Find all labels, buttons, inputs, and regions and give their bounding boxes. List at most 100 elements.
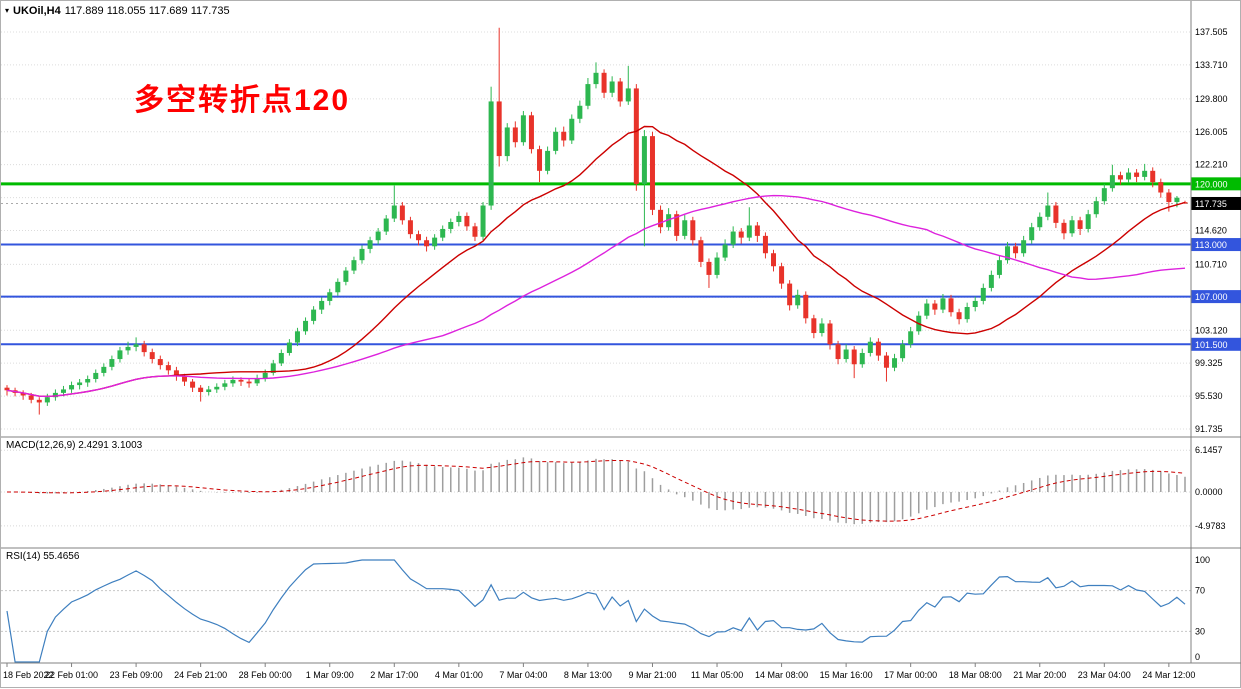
candle-body <box>795 294 801 306</box>
time-label: 14 Mar 08:00 <box>755 670 808 680</box>
candle-body <box>730 231 736 245</box>
candlestick-series <box>4 27 1188 415</box>
candle-body <box>762 235 768 254</box>
candle-body <box>924 303 930 316</box>
candle-body <box>577 105 583 119</box>
candle-body <box>803 294 809 319</box>
candle-body <box>972 300 978 308</box>
candle-body <box>303 320 309 332</box>
candle-body <box>52 392 58 398</box>
time-label: 7 Mar 04:00 <box>499 670 547 680</box>
candle-body <box>892 358 898 368</box>
price-tick-label: 99.325 <box>1195 358 1223 368</box>
candle-body <box>198 387 204 393</box>
candle-body <box>77 382 83 386</box>
candle-body <box>1069 220 1075 234</box>
candle-body <box>464 215 470 227</box>
rsi-tick-label: 30 <box>1195 626 1205 636</box>
panel-borders <box>1 1 1241 664</box>
candle-body <box>1150 170 1156 183</box>
candle-body <box>851 349 857 365</box>
candle-body <box>69 385 75 390</box>
candle-body <box>682 220 688 236</box>
macd-tick-label: -4.9783 <box>1195 521 1226 531</box>
macd-tick-label: 6.1457 <box>1195 445 1223 455</box>
candle-body <box>948 298 954 313</box>
time-label: 15 Mar 16:00 <box>820 670 873 680</box>
time-label: 21 Mar 20:00 <box>1013 670 1066 680</box>
candle-body <box>512 127 518 143</box>
ma-magenta-line <box>6 194 1186 398</box>
candle-body <box>835 344 841 360</box>
candle-body <box>432 237 438 247</box>
candle-body <box>1021 240 1027 254</box>
candle-body <box>472 226 478 237</box>
candle-body <box>722 244 728 258</box>
price-tick-label: 95.530 <box>1195 391 1223 401</box>
candle-body <box>399 205 405 221</box>
candle-body <box>85 379 91 383</box>
candle-body <box>157 359 163 366</box>
candle-body <box>335 281 341 293</box>
macd-signal-line <box>7 460 1186 522</box>
candle-body <box>1085 214 1091 229</box>
candle-body <box>1053 205 1059 223</box>
candle-body <box>383 218 389 232</box>
price-tag-label: 117.735 <box>1195 199 1227 209</box>
candle-body <box>343 270 349 282</box>
price-axis-labels: 137.505 133.710 129.800 126.005 122.210 114.6… <box>1195 27 1228 434</box>
candle-body <box>738 231 744 238</box>
candle-body <box>843 349 849 360</box>
rsi-indicator-label: RSI(14) 55.4656 <box>6 551 80 562</box>
candle-body <box>827 323 833 345</box>
candle-body <box>1117 175 1123 180</box>
candle-body <box>311 309 317 321</box>
price-tag <box>1191 196 1241 210</box>
rsi-panel: 100 70 30 0 <box>1 555 1210 663</box>
candle-body <box>286 342 292 353</box>
candle-body <box>964 307 970 320</box>
time-label: 24 Mar 12:00 <box>1142 670 1195 680</box>
candle-body <box>1174 197 1180 203</box>
candle-body <box>859 352 865 365</box>
candle-body <box>246 381 252 384</box>
symbol-marker-icon: ▾ <box>5 6 10 15</box>
rsi-tick-label: 0 <box>1195 652 1200 662</box>
price-tag <box>1191 238 1241 252</box>
candle-body <box>609 81 615 93</box>
time-label: 22 Feb 01:00 <box>45 670 98 680</box>
candle-body <box>528 115 534 150</box>
candle-body <box>440 228 446 238</box>
rsi-tick-label: 70 <box>1195 586 1205 596</box>
rsi-line <box>6 559 1186 663</box>
candle-body <box>641 136 647 184</box>
ma-red-line <box>6 125 1186 398</box>
candle-body <box>254 378 260 384</box>
candle-body <box>690 220 696 241</box>
candle-body <box>674 214 680 236</box>
price-tag-label: 113.000 <box>1195 240 1227 250</box>
price-tag-label: 107.000 <box>1195 292 1228 302</box>
price-tick-label: 122.210 <box>1195 160 1228 170</box>
candle-body <box>1142 170 1148 177</box>
horizontal-levels <box>1 182 1191 346</box>
candle-body <box>1045 205 1051 217</box>
macd-tick-label: 0.0000 <box>1195 487 1223 497</box>
candle-body <box>940 298 946 310</box>
time-label: 23 Feb 09:00 <box>110 670 163 680</box>
candle-body <box>206 389 212 393</box>
price-tag-label: 101.500 <box>1195 340 1228 350</box>
candle-body <box>1166 192 1172 203</box>
candle-body <box>787 283 793 306</box>
candle-body <box>658 209 664 228</box>
candle-body <box>238 379 244 382</box>
candle-body <box>819 323 825 334</box>
candle-body <box>585 84 591 106</box>
price-tick-label: 129.800 <box>1195 94 1228 104</box>
price-tick-label: 110.710 <box>1195 259 1227 269</box>
candle-body <box>109 359 115 367</box>
rsi-tick-label: 100 <box>1195 555 1210 565</box>
candle-body <box>1158 182 1164 193</box>
